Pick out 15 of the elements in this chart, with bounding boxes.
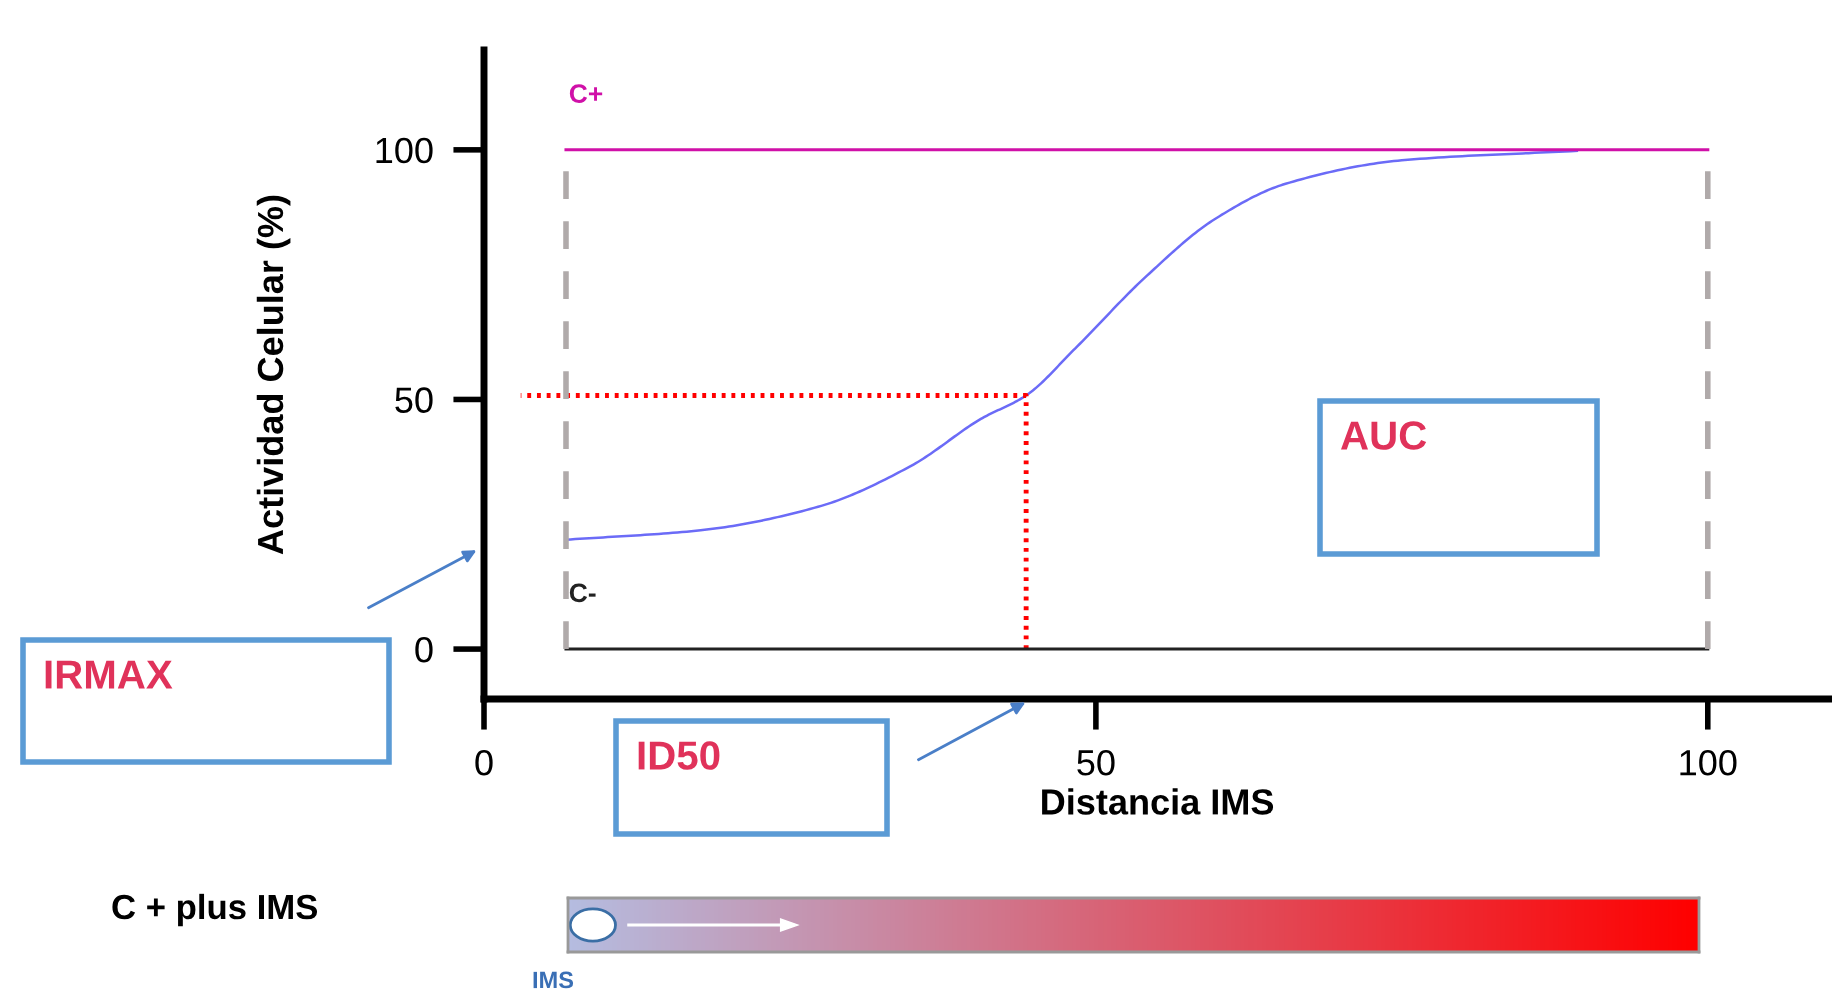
annotation: AUC	[1341, 421, 1427, 450]
y-tick-label: 100	[376, 137, 433, 164]
ref-line-label: C+	[569, 84, 603, 103]
x-tick-label: 100	[1680, 749, 1737, 776]
text: ID50	[638, 741, 720, 770]
text: IRMAX	[45, 660, 173, 689]
x-tick-label: 50	[1077, 749, 1115, 776]
x-axis-title: Distancia IMS	[1042, 788, 1274, 815]
x-tick-label: 0	[475, 749, 493, 776]
y-tick-label: 50	[395, 387, 433, 413]
text: C + plus IMS	[112, 893, 318, 927]
ref-line-label: C-	[569, 583, 596, 603]
y-tick-label: 0	[415, 636, 433, 663]
text: IMS	[533, 971, 574, 989]
y-axis-title: Actividad Celular (%)	[256, 195, 291, 555]
